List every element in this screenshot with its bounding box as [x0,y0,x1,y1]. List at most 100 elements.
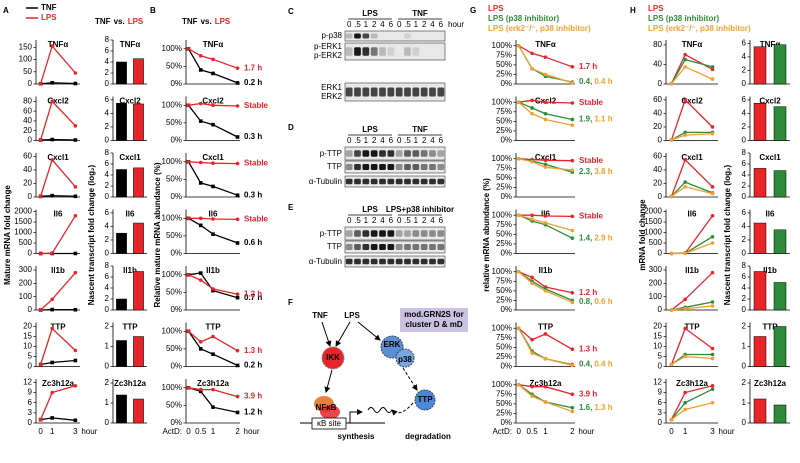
data-point [570,300,575,305]
y-tick-label: 20 [653,322,662,331]
data-point [235,363,240,368]
blot-band [354,244,361,250]
data-point [211,217,215,221]
blot-band [370,87,378,97]
legend-label: LPS (erk2⁻/⁻, p38 inhibitor) [488,24,591,33]
lane-label: 4 [380,216,385,225]
blot-row-label: α-Tubulin [309,177,342,186]
bar [753,103,767,141]
blot-band [404,230,411,237]
y-tick-label: 0% [170,418,182,427]
data-point [198,119,203,123]
y-tick-label: 25% [496,239,512,248]
node [321,346,345,370]
data-point [198,278,203,282]
bar [753,271,767,311]
data-point [570,290,575,295]
data-point [710,213,715,218]
data-point [570,363,575,368]
y-tick-label: 50% [496,229,512,238]
lane-label: 4 [430,136,435,145]
lane-label: 6 [389,20,394,29]
blot-band [354,150,361,157]
data-point [710,383,715,388]
blot-band [395,150,403,157]
series-line [670,58,713,84]
y-tick-label: 40 [23,116,32,125]
half-life: 1.3 h [594,403,612,412]
y-tick-label: 20 [23,179,32,188]
data-point [198,340,203,344]
y-tick-label: 25% [496,296,512,305]
y-tick-label: 100 [19,292,33,301]
y-tick-label: 0 [105,136,110,145]
blot-band [370,230,378,237]
gene-name: Il1b [123,266,137,275]
series-line [518,271,573,303]
y-tick-label: 0 [105,249,110,258]
data-point [198,181,203,185]
blot-row-label: TTP [327,242,342,251]
blot-band [420,230,428,237]
x-unit: hour [719,427,735,436]
y-tick-label: 75% [496,50,512,59]
y-tick-label: 100 [19,55,33,64]
half-life: 1.2 h [244,408,262,417]
gene-name: Il6 [54,210,63,219]
half-life: 1.4, [579,233,592,242]
data-point [38,308,43,312]
y-tick-label: 80 [653,40,662,49]
y-tick-label: 0 [742,305,747,314]
node-label: synthesis [338,432,375,441]
data-point [570,81,575,85]
lane-label: 2 [422,136,427,145]
y-tick-label: 3 [28,408,33,417]
gene-name: TTP [50,323,66,332]
data-point [710,234,715,239]
data-point [235,410,240,415]
y-tick-label: 0 [658,305,663,314]
blot-band [370,178,378,185]
lane-label: 1 [364,136,369,145]
data-point [530,66,534,71]
node-label: LPS [344,311,360,320]
data-point [516,326,521,331]
x-tick-label: 1 [211,427,216,436]
blot-band [395,87,403,97]
series-line [518,214,573,232]
series-line [39,44,76,84]
blot-band [362,258,370,265]
half-life: 1.3 h [579,344,597,353]
blot-strip [344,82,446,102]
y-tick-label: 0 [28,362,33,371]
blot-band [404,258,411,265]
blot-band [429,178,436,185]
half-life: 1.2 h [579,288,597,297]
node-label: TNF [312,311,328,320]
half-life: Stable [579,98,604,107]
y-tick-label: 100% [162,157,182,166]
bar [133,271,144,311]
data-point [710,387,715,391]
y-tick-label: 50% [496,116,512,125]
blot-band [404,164,411,170]
y-tick-label: 2 [742,294,747,303]
node-label: degradation [405,432,451,441]
blot-strip [344,175,446,188]
data-point [73,185,78,189]
data-point [73,71,78,75]
blot-band [412,150,420,157]
y-tick-label: 5 [28,352,33,361]
node [395,348,415,368]
data-point [50,44,55,48]
blot-band [437,164,445,170]
blot-band [379,258,386,265]
legend-label: TNF [41,3,57,12]
data-point [198,216,203,221]
legend-label: LPS (erk2⁻/⁻, p38 inhibitor) [648,24,751,33]
blot-row-label: p-ERK2 [314,51,343,60]
series-line [671,355,713,366]
lane-label: 6 [439,136,444,145]
data-point [530,213,534,218]
